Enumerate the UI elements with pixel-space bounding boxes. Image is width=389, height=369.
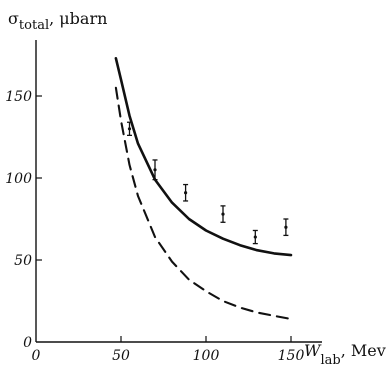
data-point-marker bbox=[184, 191, 188, 195]
series-layer bbox=[114, 57, 293, 321]
y-ticks: 0 50 100 150 bbox=[5, 89, 42, 351]
x-tick-label: 0 bbox=[32, 348, 41, 364]
x-tick-label: 100 bbox=[193, 348, 220, 364]
y-tick-label: 150 bbox=[5, 89, 32, 105]
data-point-marker bbox=[221, 212, 225, 216]
data-point bbox=[152, 159, 158, 181]
data-point bbox=[220, 205, 226, 223]
data-points bbox=[127, 121, 289, 245]
x-axis-subscript: lab bbox=[320, 353, 340, 368]
x-axis-symbol: W bbox=[304, 341, 322, 360]
data-point bbox=[283, 218, 289, 237]
y-tick-label: 100 bbox=[5, 171, 32, 187]
x-axis-unit: , Mev bbox=[341, 341, 386, 360]
x-tick-label: 150 bbox=[278, 348, 305, 364]
y-tick-label: 50 bbox=[14, 253, 32, 269]
data-point-marker bbox=[153, 168, 157, 172]
x-axis-title: Wlab, Mev bbox=[304, 341, 386, 368]
series-line-dashed bbox=[114, 86, 293, 321]
data-point-marker bbox=[253, 235, 257, 239]
y-axis-symbol: σ bbox=[8, 9, 19, 28]
data-point-marker bbox=[284, 225, 288, 229]
data-point-marker bbox=[127, 127, 132, 131]
data-point bbox=[127, 121, 132, 137]
y-axis-unit: , μbarn bbox=[49, 9, 107, 28]
y-axis-subscript: total bbox=[19, 18, 49, 33]
series-line-solid bbox=[114, 57, 293, 257]
data-point bbox=[252, 229, 258, 245]
y-axis-title: σtotal, μbarn bbox=[8, 9, 107, 33]
x-tick-label: 50 bbox=[112, 348, 130, 364]
x-ticks: 0 50 100 150 bbox=[32, 336, 305, 364]
data-point bbox=[183, 183, 189, 202]
y-tick-label: 0 bbox=[23, 335, 32, 351]
